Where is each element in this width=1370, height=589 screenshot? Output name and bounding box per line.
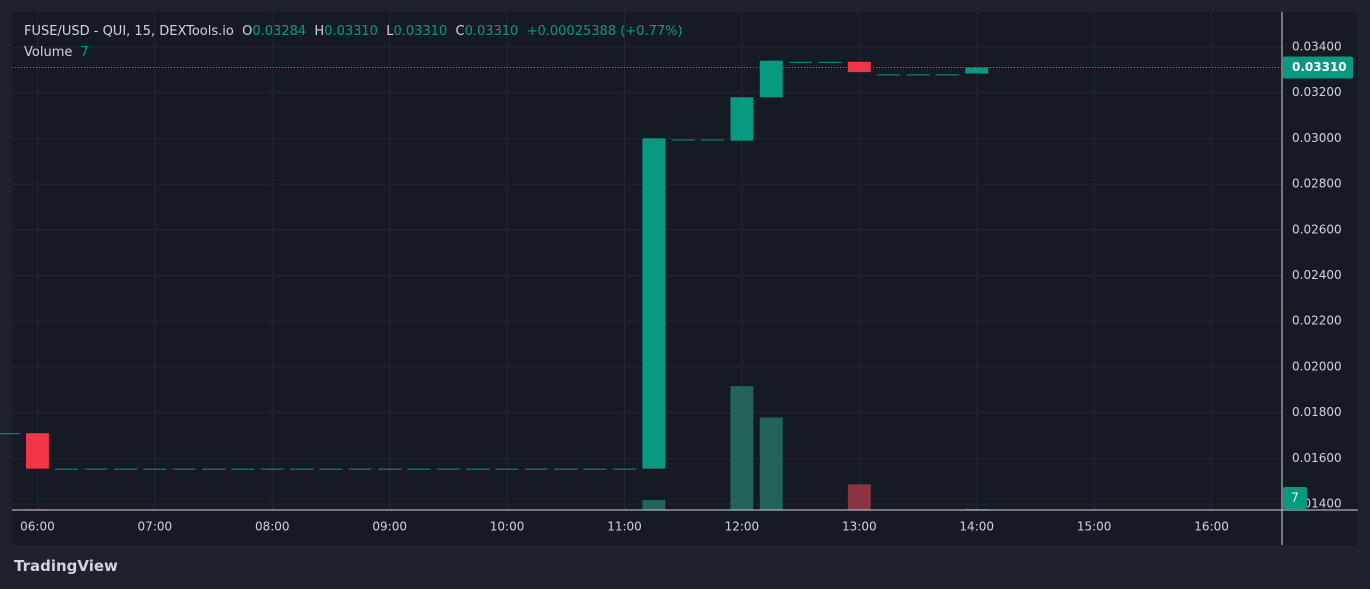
ohlc-change: +0.00025388 (+0.77%) <box>526 24 683 39</box>
candle-body <box>613 468 636 470</box>
price-tag-label: 0.03310 <box>1292 60 1347 74</box>
x-tick-label: 08:00 <box>255 520 290 534</box>
ohlc-value: 0.03310 <box>324 24 378 39</box>
x-tick-label: 13:00 <box>842 520 877 534</box>
y-tick-label: 0.02800 <box>1292 177 1342 191</box>
candle-body <box>965 67 989 74</box>
volume-header: Volume 7 <box>24 45 89 60</box>
price-tag <box>1283 56 1353 79</box>
candle-body <box>143 468 167 470</box>
candle-body <box>290 468 314 470</box>
x-tick-label: 06:00 <box>20 520 55 534</box>
ohlc-label: L <box>386 24 394 39</box>
candle-body <box>554 468 578 470</box>
volume-bar <box>730 386 754 510</box>
candle-body <box>935 74 959 76</box>
ohlc-label: O <box>242 24 253 39</box>
y-tick-label: 0.01800 <box>1292 405 1342 419</box>
x-tick-label: 16:00 <box>1194 520 1229 534</box>
candle-body <box>466 468 490 470</box>
candle-body <box>789 61 813 63</box>
candle-body <box>436 468 460 470</box>
candle-body <box>378 468 402 470</box>
candle-body <box>495 468 519 470</box>
candle-body <box>319 468 343 470</box>
x-tick-label: 11:00 <box>607 520 642 534</box>
y-tick-label: 0.02600 <box>1292 222 1342 236</box>
candle-body <box>730 97 754 141</box>
y-tick-label: 0.03000 <box>1292 131 1342 145</box>
ohlc-value: 0.03310 <box>393 24 448 39</box>
candle-body <box>759 60 783 98</box>
candle-body <box>818 61 842 63</box>
y-tick-label: 0.02200 <box>1292 314 1342 328</box>
x-tick-label: 14:00 <box>959 520 994 534</box>
volume-bar <box>759 417 783 510</box>
x-tick-label: 09:00 <box>372 520 407 534</box>
y-tick-label: 0.02400 <box>1292 268 1342 282</box>
candle-body <box>55 468 79 470</box>
candle-body <box>877 74 901 76</box>
chart-background <box>12 12 1358 545</box>
candle-body <box>260 468 284 470</box>
brand[interactable]: TradingView <box>14 557 118 575</box>
candle-body <box>0 433 20 435</box>
x-tick-label: 07:00 <box>138 520 173 534</box>
candle-body <box>583 468 607 470</box>
candle-body <box>172 468 196 470</box>
volume-bar <box>642 500 666 510</box>
candle-body <box>348 468 372 470</box>
ohlc-value: 0.03310 <box>464 24 519 39</box>
ohlc-label: H <box>314 24 325 39</box>
x-tick-label: 15:00 <box>1077 520 1112 534</box>
candle-body <box>25 433 49 469</box>
candle-body <box>671 139 695 141</box>
volume-tag-label: 7 <box>1291 491 1299 505</box>
y-tick-label: 0.01600 <box>1292 451 1342 465</box>
candle-body <box>407 468 431 470</box>
ohlc-header: FUSE/USD - QUI, 15, DEXTools.io O0.03284… <box>24 24 683 39</box>
candle-body <box>701 139 725 141</box>
ohlc-value: 0.03284 <box>252 24 307 39</box>
volume-bar <box>847 484 871 510</box>
candle-body <box>84 468 108 470</box>
volume-label: Volume <box>24 45 73 60</box>
x-tick-label: 12:00 <box>725 520 760 534</box>
candle-body <box>231 468 255 470</box>
candle-body <box>642 138 666 469</box>
x-tick-label: 10:00 <box>490 520 525 534</box>
volume-value: 7 <box>80 45 89 60</box>
brand-text[interactable]: TradingView <box>14 557 118 575</box>
y-tick-label: 0.03200 <box>1292 85 1342 99</box>
candle-body <box>906 74 930 76</box>
candle-body <box>847 61 871 73</box>
volume-tag <box>1283 487 1307 510</box>
candle-body <box>524 468 548 470</box>
symbol-title: FUSE/USD - QUI, 15, DEXTools.io <box>24 24 234 39</box>
ohlc-label: C <box>455 24 465 39</box>
y-tick-label: 0.02000 <box>1292 359 1342 373</box>
y-tick-label: 0.03400 <box>1292 39 1342 53</box>
candle-body <box>202 468 226 470</box>
candle-body <box>114 468 137 470</box>
